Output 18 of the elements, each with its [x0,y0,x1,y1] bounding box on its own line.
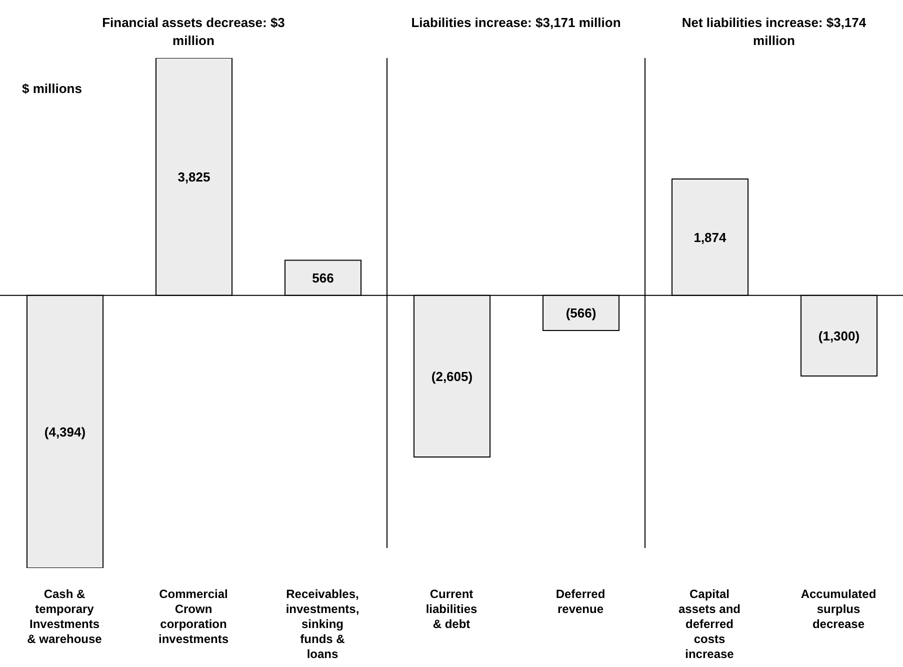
x-tick-label: Commercial Crown corporation investments [158,587,229,646]
text: Financial assets decrease: $3 million [101,14,286,50]
x-tick-label: Receivables, investments, sinking funds & loans [286,587,360,661]
data-label: (4,394) [44,424,86,440]
data-label: 566 [312,270,334,286]
text: Net liabilities increase: $3,174 million [680,14,868,50]
x-tick-label: Accumulated surplus decrease [800,587,876,631]
data-label: (1,300) [818,328,860,344]
x-tick-label: Deferred revenue [556,587,606,616]
y-axis-title: $ millions [22,81,82,96]
text: Liabilities increase: $3,171 million [410,14,622,32]
data-label: 3,825 [178,169,210,184]
data-label: (566) [566,306,596,321]
x-tick-label: Cash & temporary Investments & warehouse [27,587,102,646]
data-label: 1,874 [694,230,728,245]
x-tick-label: Capital assets and deferred costs increase [678,587,741,661]
x-tick-label: Current liabilities & debt [426,587,478,631]
data-label: (2,605) [431,368,473,384]
